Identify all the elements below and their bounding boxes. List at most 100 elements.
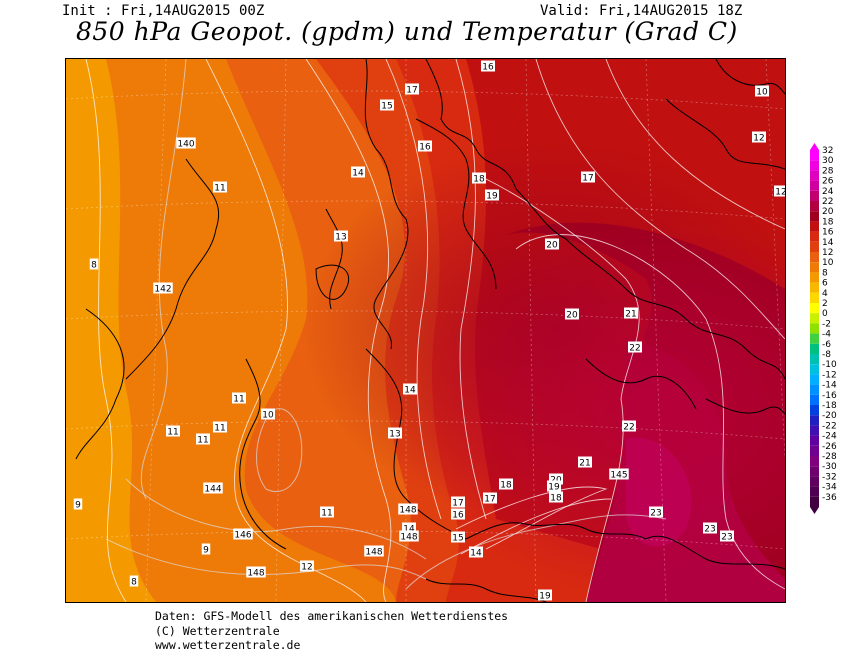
- colorbar-swatch: [810, 343, 819, 354]
- contour-label-box: [451, 531, 465, 543]
- contour-label: 22: [623, 422, 634, 432]
- colorbar-swatch: [810, 486, 819, 497]
- colorbar-tick-label: -32: [822, 472, 837, 482]
- contour-label-box: [499, 478, 513, 490]
- contour-label-box: [578, 456, 592, 468]
- colorbar-canvas: 32302826242220181614121086420-2-4-6-8-10…: [810, 143, 837, 514]
- footer-data-source: Daten: GFS-Modell des amerikanischen Wet…: [155, 609, 509, 623]
- colorbar-tick-label: -2: [822, 319, 831, 329]
- weather-map: 16 17 15 10 140 16 12 14 18 17 11 19 12 13 20 8 142 20 21 2…: [65, 58, 788, 603]
- contour-label: 19: [539, 591, 551, 601]
- contour-label: 148: [399, 505, 416, 515]
- colorbar-swatch: [810, 262, 819, 273]
- colorbar-swatch: [810, 333, 819, 344]
- contour-label-box: [89, 258, 99, 270]
- contour-label: 146: [234, 530, 251, 540]
- colorbar-tick-label: -4: [822, 330, 831, 340]
- contour-label: 20: [566, 310, 578, 320]
- colorbar-tick-label: -14: [822, 381, 837, 391]
- contour-label: 15: [452, 533, 463, 543]
- coastlines: [75, 58, 786, 603]
- contour-label: 8: [91, 260, 97, 270]
- colorbar-swatch: [810, 150, 819, 161]
- contour-label: 17: [582, 173, 593, 183]
- contour-label: 14: [470, 548, 482, 558]
- contour-label-box: [609, 468, 629, 480]
- contour-label-box: [547, 480, 561, 492]
- colorbar-swatch: [810, 252, 819, 263]
- contour-label: 14: [403, 524, 415, 534]
- contour-label: 20: [550, 475, 562, 485]
- graticule: [65, 58, 786, 603]
- colorbar-top-arrow: [810, 143, 819, 150]
- colorbar-tick-label: -16: [822, 391, 837, 401]
- colorbar-swatch: [810, 354, 819, 365]
- colorbar-swatch: [810, 476, 819, 487]
- colorbar-tick-label: 20: [822, 207, 834, 217]
- contour-label-box: [203, 482, 223, 494]
- contour-label-box: [774, 185, 788, 197]
- colorbar: 32 30 28 26 24 22 20 18 16 14 12 10 8 6 4 2 0 -2 -4 -6 -8 -10…: [810, 143, 850, 518]
- colorbar-swatch: [810, 415, 819, 426]
- colorbar-swatch: [810, 313, 819, 324]
- colorbar-tick-label: -28: [822, 452, 837, 462]
- colorbar-swatch: [810, 405, 819, 416]
- colorbar-swatch: [810, 496, 819, 507]
- contour-label: 12: [753, 133, 764, 143]
- contour-label: 23: [650, 508, 661, 518]
- contour-label: 9: [75, 500, 81, 510]
- colorbar-swatch: [810, 282, 819, 293]
- contour-label-box: [388, 427, 402, 439]
- colorbar-swatch: [810, 384, 819, 395]
- contour-label-box: [176, 137, 196, 149]
- colorbar-tick-label: 28: [822, 166, 834, 176]
- contour-label-box: [622, 420, 636, 432]
- colorbar-swatch: [810, 160, 819, 171]
- contour-label-box: [481, 60, 495, 72]
- contour-label: 8: [131, 577, 137, 587]
- colorbar-tick-label: 30: [822, 156, 834, 166]
- contour-label-box: [261, 408, 275, 420]
- contour-label: 148: [247, 568, 264, 578]
- contour-label-box: [549, 491, 563, 503]
- contour-label-box: [451, 496, 465, 508]
- contour-label-box: [752, 131, 766, 143]
- colorbar-swatch: [810, 323, 819, 334]
- contour-label-box: [233, 528, 253, 540]
- contour-label-box: [624, 307, 638, 319]
- colorbar-swatch: [810, 292, 819, 303]
- colorbar-swatch: [810, 303, 819, 314]
- footer-website: www.wetterzentrale.de: [155, 638, 301, 652]
- colorbar-tick-label: -20: [822, 411, 837, 421]
- contour-label: 11: [167, 427, 178, 437]
- contour-labels: 16 17 15 10 140 16 12 14 18 17 11 19 12 13 20 8 142 20 21 2…: [73, 60, 788, 601]
- colorbar-tick-label: 12: [822, 248, 833, 258]
- contour-label-box: [320, 506, 334, 518]
- colorbar-swatch: [810, 170, 819, 181]
- contour-label: 12: [301, 562, 312, 572]
- colorbar-tick-label: 2: [822, 299, 828, 309]
- contour-label: 11: [214, 183, 225, 193]
- map-canvas: 16 17 15 10 140 16 12 14 18 17 11 19 12 13 20 8 142 20 21 2…: [65, 58, 788, 603]
- colorbar-tick-label: 24: [822, 187, 834, 197]
- colorbar-tick-label: -6: [822, 340, 831, 350]
- contour-label: 19: [486, 191, 498, 201]
- colorbar-tick-label: -18: [822, 401, 837, 411]
- contour-label: 15: [381, 101, 392, 111]
- contour-label-box: [398, 503, 418, 515]
- contour-label: 23: [704, 524, 715, 534]
- colorbar-tick-label: -8: [822, 350, 831, 360]
- colorbar-swatch: [810, 435, 819, 446]
- contour-label-box: [334, 230, 348, 242]
- contour-label: 145: [610, 470, 627, 480]
- contour-label: 18: [473, 174, 485, 184]
- contour-label: 148: [400, 532, 417, 542]
- contour-label: 18: [550, 493, 562, 503]
- contour-label-box: [485, 189, 499, 201]
- contour-label: 9: [203, 545, 209, 555]
- contour-label: 140: [177, 139, 194, 149]
- contour-label: 16: [452, 510, 464, 520]
- colorbar-swatch: [810, 221, 819, 232]
- colorbar-swatch: [810, 190, 819, 201]
- contour-label-box: [483, 492, 497, 504]
